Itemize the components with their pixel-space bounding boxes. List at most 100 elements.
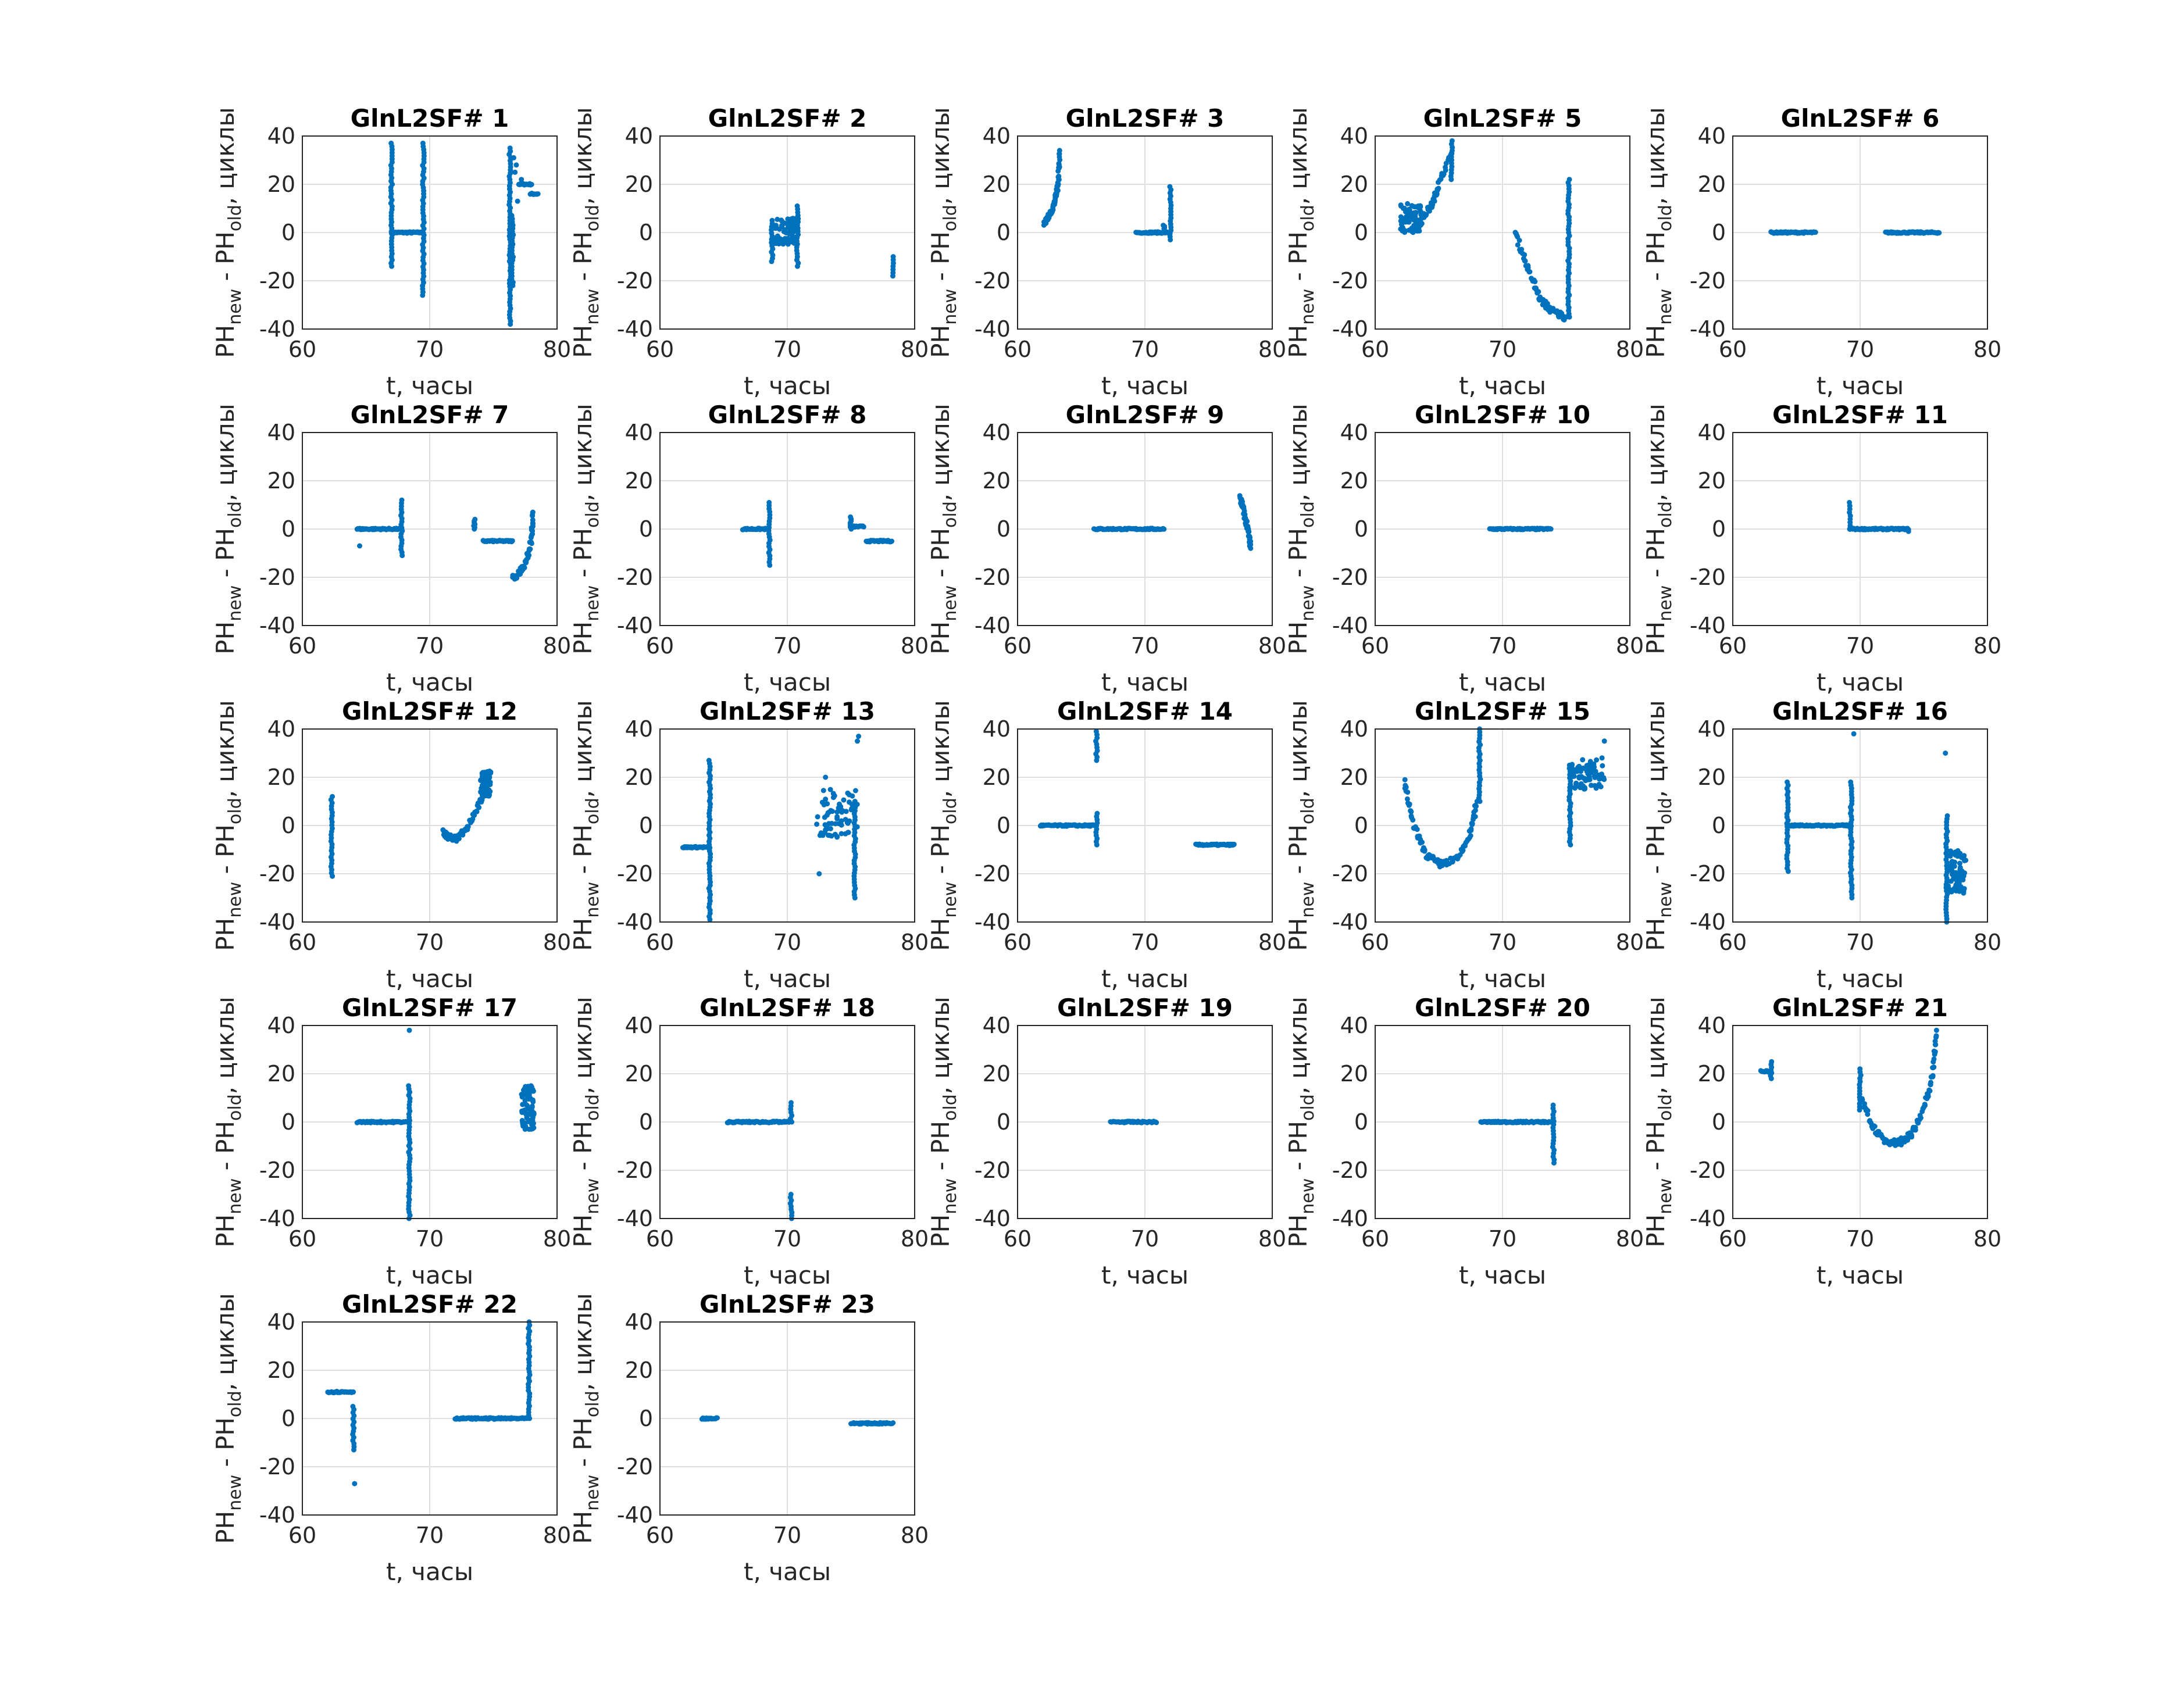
y-tick-label: -40 (259, 1502, 295, 1528)
y-tick-label: -20 (617, 1454, 653, 1480)
axes-frame (1375, 1025, 1630, 1219)
y-label-text: PH (926, 1214, 955, 1248)
subplot-title: GlnL2SF# 18 (700, 994, 875, 1022)
y-label-text: - PH (926, 824, 955, 882)
y-tick-label: 40 (1340, 420, 1368, 445)
x-axis-label: t, часы (1101, 1261, 1189, 1289)
x-tick-label: 70 (1131, 930, 1159, 955)
subplot-18: 60 70 80 -40 -20 0 20 40 GlnL2SF# 19 t, часы PHnew… (926, 994, 1286, 1289)
x-tick-label: 70 (1489, 337, 1516, 362)
y-label-subscript: old (1655, 205, 1676, 231)
data-point (1474, 799, 1480, 804)
y-label-text: , циклы (211, 996, 240, 1094)
axes-frame (659, 432, 915, 626)
x-tick-label: 80 (1974, 337, 2001, 362)
subplot-title: GlnL2SF# 1 (351, 104, 509, 133)
data-point (852, 788, 858, 794)
data-point (1244, 519, 1250, 524)
y-label-text: - PH (926, 1121, 955, 1178)
data-point (1812, 229, 1818, 235)
data-point (843, 817, 848, 823)
y-tick-label: 40 (1340, 716, 1368, 742)
y-label-subscript: new (225, 1178, 245, 1214)
data-point (1582, 766, 1588, 771)
data-point (706, 757, 712, 763)
y-tick-label: -20 (1332, 268, 1368, 294)
y-label-subscript: new (225, 882, 245, 918)
data-point (530, 520, 536, 526)
x-tick-label: 80 (1258, 337, 1286, 362)
y-tick-label: 0 (1354, 1109, 1368, 1135)
y-tick-label: 0 (281, 220, 295, 245)
y-tick-label: 40 (625, 1013, 653, 1038)
y-tick-label: 20 (267, 1061, 295, 1087)
data-point (841, 797, 847, 803)
y-label-subscript: old (1655, 798, 1676, 824)
y-axis-label: PHnew - PHold, циклы (1641, 107, 1676, 358)
x-tick-label: 80 (1616, 930, 1644, 955)
x-tick-label: 70 (1131, 1226, 1159, 1252)
x-axis-label: t, часы (386, 371, 473, 400)
y-tick-label: 0 (997, 813, 1011, 838)
data-point (780, 241, 786, 247)
y-tick-label: -40 (617, 316, 653, 342)
data-point (1422, 847, 1428, 853)
y-label-subscript: old (940, 205, 961, 231)
y-tick-label: -20 (975, 1157, 1011, 1183)
subplot-title: GlnL2SF# 22 (342, 1290, 518, 1318)
x-tick-label: 60 (288, 337, 316, 362)
y-axis-label: PHnew - PHold, циклы (1641, 996, 1676, 1247)
y-label-subscript: old (1298, 501, 1318, 528)
x-tick-label: 60 (1361, 930, 1389, 955)
y-label-text: , циклы (211, 107, 240, 205)
data-point (1596, 772, 1602, 778)
x-axis-label: t, часы (1101, 371, 1189, 400)
y-tick-label: 40 (1698, 123, 1726, 149)
data-point (1933, 1027, 1939, 1033)
data-point (1436, 185, 1441, 191)
x-axis-label: t, часы (1101, 964, 1189, 993)
data-point (769, 217, 775, 223)
data-point (482, 791, 488, 796)
y-label-text: PH (1284, 1214, 1312, 1248)
y-axis-label: PHnew - PHold, циклы (569, 1293, 603, 1543)
subplot-title: GlnL2SF# 13 (700, 697, 875, 726)
data-point (1248, 542, 1254, 548)
x-tick-label: 60 (1719, 633, 1747, 659)
subplot-12: 60 70 80 -40 -20 0 20 40 GlnL2SF# 13 t, часы PHnew… (569, 697, 929, 993)
data-point (1589, 782, 1594, 788)
data-point (515, 198, 520, 204)
data-point (1953, 882, 1959, 888)
data-point (1154, 1120, 1159, 1125)
x-tick-label: 80 (543, 1523, 571, 1548)
x-tick-label: 70 (1489, 930, 1516, 955)
data-point (509, 213, 515, 219)
data-point (351, 1389, 356, 1395)
y-tick-label: -20 (975, 268, 1011, 294)
data-point (1905, 528, 1911, 534)
y-label-subscript: new (1655, 882, 1676, 918)
y-axis-label: PHnew - PHold, циклы (1284, 403, 1318, 654)
y-label-text: PH (211, 621, 240, 655)
y-tick-label: 40 (625, 716, 653, 742)
data-point (527, 546, 533, 552)
y-label-subscript: new (1298, 882, 1318, 918)
data-point (1515, 242, 1521, 248)
subplot-title: GlnL2SF# 3 (1066, 104, 1225, 133)
data-point (1415, 228, 1420, 234)
data-point (1572, 785, 1578, 791)
y-tick-label: -20 (1690, 564, 1726, 590)
y-tick-label: 20 (1698, 468, 1726, 494)
y-tick-label: -40 (617, 909, 653, 935)
data-point (1167, 184, 1173, 190)
data-point (1600, 763, 1605, 769)
y-label-subscript: old (225, 205, 245, 231)
axes-frame (302, 1321, 558, 1516)
data-point (1943, 751, 1949, 756)
x-tick-label: 70 (1846, 930, 1874, 955)
subplot-title: GlnL2SF# 2 (708, 104, 867, 133)
y-tick-label: 20 (267, 764, 295, 790)
subplot-4: 60 70 80 -40 -20 0 20 40 GlnL2SF# 5 t, часы PHnew … (1284, 104, 1644, 400)
data-point (1564, 314, 1569, 320)
data-point (814, 821, 820, 827)
